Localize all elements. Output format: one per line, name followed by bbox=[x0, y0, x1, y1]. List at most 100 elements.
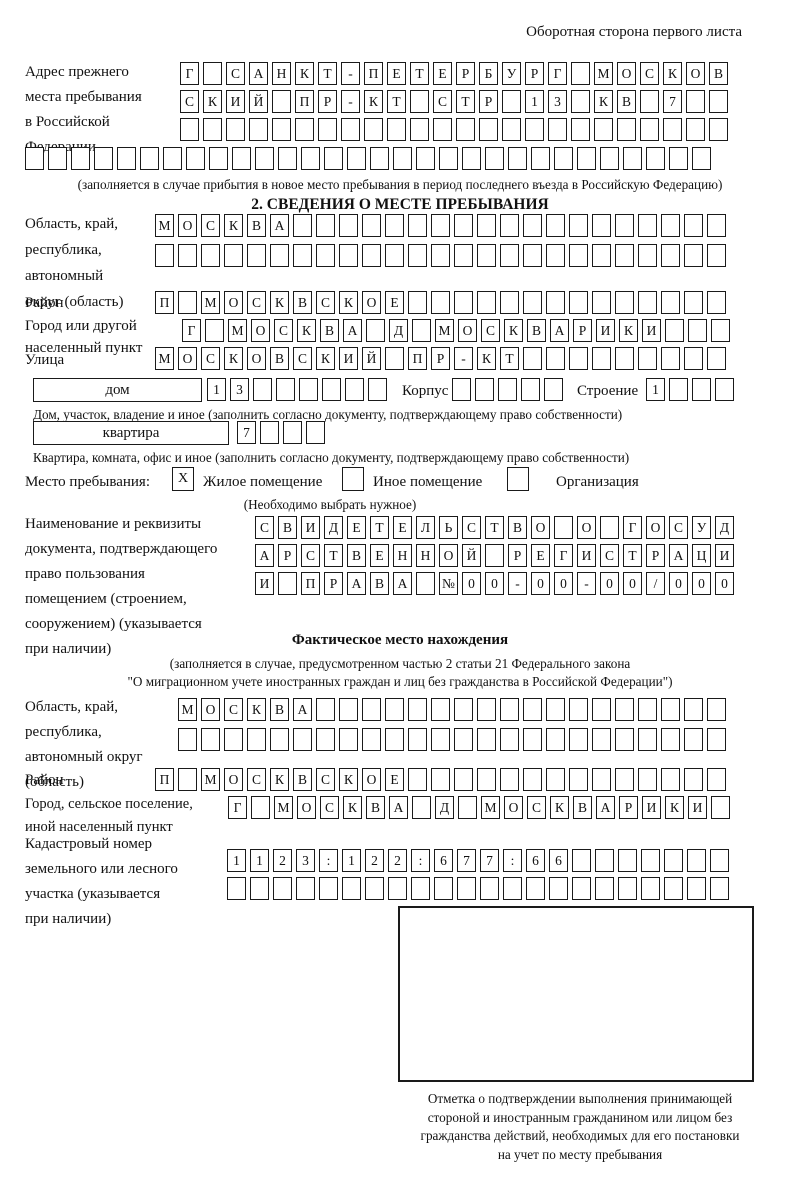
fact-gorod-label: Город, сельское поселение, иной населенны… bbox=[25, 793, 193, 839]
char-cell bbox=[408, 728, 427, 751]
char-cell bbox=[408, 291, 427, 314]
char-cell: П bbox=[155, 291, 174, 314]
char-cell: Р bbox=[646, 544, 665, 567]
checkbox-inoe[interactable] bbox=[342, 467, 364, 491]
char-cell: А bbox=[550, 319, 569, 342]
char-cell: В bbox=[370, 572, 389, 595]
char-cell bbox=[412, 319, 431, 342]
char-cell bbox=[387, 118, 406, 141]
char-cell: М bbox=[201, 291, 220, 314]
char-cell bbox=[477, 291, 496, 314]
char-cell bbox=[319, 877, 338, 900]
char-cell bbox=[638, 244, 657, 267]
dom-box[interactable]: дом bbox=[33, 378, 202, 402]
kadastr-row-2[interactable] bbox=[227, 877, 729, 900]
char-cell bbox=[707, 347, 726, 370]
char-cell: А bbox=[343, 319, 362, 342]
char-cell bbox=[178, 768, 197, 791]
char-cell bbox=[318, 118, 337, 141]
prev-address-row-4[interactable] bbox=[25, 147, 711, 170]
char-cell bbox=[347, 147, 366, 170]
char-cell bbox=[180, 118, 199, 141]
char-cell: № bbox=[439, 572, 458, 595]
char-cell: О bbox=[439, 544, 458, 567]
checkbox-organizatsiya[interactable] bbox=[507, 467, 529, 491]
char-cell bbox=[458, 796, 477, 819]
document-row-3[interactable]: И П Р А В А № 0 0-0 0-0 0/0 0 0 bbox=[255, 572, 734, 595]
char-cell bbox=[477, 728, 496, 751]
char-cell bbox=[364, 118, 383, 141]
option-organizatsiya-label: Организация bbox=[556, 474, 639, 490]
char-cell: О bbox=[201, 698, 220, 721]
char-cell: Т bbox=[324, 544, 343, 567]
char-cell: 3 bbox=[548, 90, 567, 113]
char-cell bbox=[385, 244, 404, 267]
char-cell: А bbox=[255, 544, 274, 567]
checkbox-zhiloe[interactable]: X bbox=[172, 467, 194, 491]
char-cell: 2 bbox=[273, 849, 292, 872]
char-cell bbox=[502, 90, 521, 113]
char-cell bbox=[276, 378, 295, 401]
char-cell bbox=[548, 118, 567, 141]
char-cell: А bbox=[347, 572, 366, 595]
char-cell bbox=[454, 768, 473, 791]
char-cell: К bbox=[364, 90, 383, 113]
char-cell: С bbox=[316, 291, 335, 314]
char-cell: 0 bbox=[485, 572, 504, 595]
char-cell bbox=[299, 378, 318, 401]
char-cell: С bbox=[481, 319, 500, 342]
char-cell: Т bbox=[370, 516, 389, 539]
fact-oblast-row-2[interactable] bbox=[178, 728, 726, 751]
korpus-cells[interactable] bbox=[452, 378, 563, 401]
label-line: Отметка о подтверждении выполнения прини… bbox=[427, 1091, 733, 1106]
gorod-label: Город или другой населенный пункт bbox=[25, 315, 142, 359]
char-cell: И bbox=[642, 796, 661, 819]
char-cell: К bbox=[316, 347, 335, 370]
char-cell: Т bbox=[623, 544, 642, 567]
char-cell: С bbox=[255, 516, 274, 539]
kvartira-box[interactable]: квартира bbox=[33, 421, 229, 445]
label-line: помещением (строением, bbox=[25, 591, 187, 607]
char-cell bbox=[684, 768, 703, 791]
char-cell bbox=[227, 877, 246, 900]
char-cell: С bbox=[462, 516, 481, 539]
char-cell: Б bbox=[479, 62, 498, 85]
section2-title: 2. СВЕДЕНИЯ О МЕСТЕ ПРЕБЫВАНИЯ bbox=[251, 196, 549, 213]
stroenie-cells[interactable]: 1 bbox=[646, 378, 734, 401]
char-cell: - bbox=[341, 62, 360, 85]
char-cell: М bbox=[274, 796, 293, 819]
kvartira-cells[interactable]: 7 bbox=[237, 421, 325, 444]
char-cell bbox=[278, 147, 297, 170]
char-cell bbox=[665, 319, 684, 342]
char-cell bbox=[498, 378, 517, 401]
char-cell: 7 bbox=[457, 849, 476, 872]
char-cell bbox=[454, 291, 473, 314]
prev-address-row-3[interactable] bbox=[180, 118, 728, 141]
document-label: Наименование и реквизиты документа, подтв… bbox=[25, 512, 217, 662]
char-cell bbox=[339, 728, 358, 751]
char-cell: П bbox=[295, 90, 314, 113]
char-cell: Е bbox=[385, 291, 404, 314]
char-cell: 6 bbox=[526, 849, 545, 872]
header-note: Оборотная сторона первого листа bbox=[526, 24, 742, 40]
char-cell: О bbox=[504, 796, 523, 819]
mesto-note: (Необходимо выбрать нужное) bbox=[243, 497, 417, 512]
char-cell: 0 bbox=[623, 572, 642, 595]
char-cell: Д bbox=[435, 796, 454, 819]
char-cell: Т bbox=[456, 90, 475, 113]
char-cell: К bbox=[247, 698, 266, 721]
oblast-row-2[interactable] bbox=[155, 244, 726, 267]
